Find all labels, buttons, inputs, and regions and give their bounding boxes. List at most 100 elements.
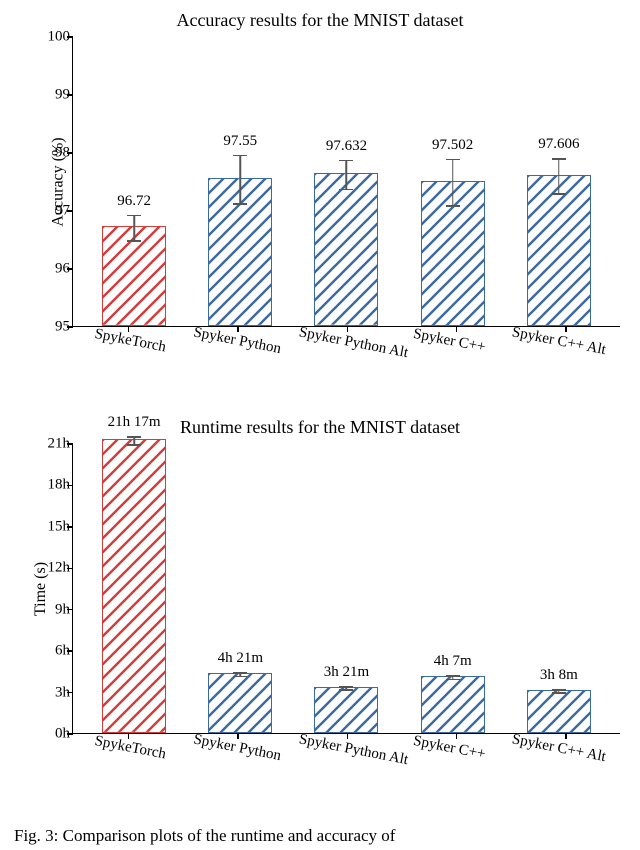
accuracy-error-cap xyxy=(233,155,247,157)
runtime-y-tick: 18h xyxy=(30,477,70,494)
runtime-bar-value: 4h 7m xyxy=(434,653,472,670)
runtime-y-tick-mark xyxy=(67,692,73,694)
accuracy-error-bar xyxy=(558,158,560,193)
runtime-bar-value: 21h 17m xyxy=(108,414,161,431)
runtime-y-tick-mark xyxy=(67,650,73,652)
runtime-error-cap xyxy=(446,675,460,677)
accuracy-y-tick-mark xyxy=(67,152,73,154)
runtime-error-cap xyxy=(339,689,353,691)
runtime-y-axis: 0h3h6h9h12h15h18h21h xyxy=(30,444,70,734)
accuracy-x-labels: SpykeTorchSpyker PythonSpyker Python Alt… xyxy=(72,327,620,377)
runtime-error-cap xyxy=(552,689,566,691)
runtime-bar-group: 3h 21m xyxy=(301,687,391,733)
runtime-plot-area: Time (s) 0h3h6h9h12h15h18h21h 21h 17m 4h… xyxy=(72,444,620,734)
accuracy-y-tick: 96 xyxy=(30,261,70,278)
runtime-y-tick: 9h xyxy=(30,601,70,618)
runtime-x-label: Spyker C++ Alt xyxy=(505,725,603,791)
accuracy-y-tick-mark xyxy=(67,94,73,96)
accuracy-error-cap xyxy=(127,215,141,217)
runtime-chart: Runtime results for the MNIST dataset Ti… xyxy=(10,417,630,784)
accuracy-bar: 96.72 xyxy=(102,226,166,326)
runtime-bar: 4h 7m xyxy=(421,676,485,733)
accuracy-bar-group: 97.55 xyxy=(195,178,285,326)
runtime-x-label: Spyker C++ xyxy=(399,725,497,791)
accuracy-bar-group: 97.502 xyxy=(408,181,498,326)
accuracy-y-tick: 98 xyxy=(30,145,70,162)
runtime-y-tick: 21h xyxy=(30,436,70,453)
accuracy-x-label: Spyker Python xyxy=(186,318,284,384)
runtime-x-labels: SpykeTorchSpyker PythonSpyker Python Alt… xyxy=(72,734,620,784)
runtime-bar-group: 21h 17m xyxy=(89,439,179,733)
accuracy-y-axis: 9596979899100 xyxy=(30,37,70,327)
accuracy-x-label: Spyker Python Alt xyxy=(292,318,390,384)
accuracy-error-cap xyxy=(127,240,141,242)
runtime-chart-title: Runtime results for the MNIST dataset xyxy=(10,417,630,438)
runtime-bar: 4h 21m xyxy=(208,673,272,733)
figure-container: Accuracy results for the MNIST dataset A… xyxy=(0,0,640,784)
runtime-y-tick: 0h xyxy=(30,726,70,743)
runtime-x-label: SpykeTorch xyxy=(79,725,177,791)
accuracy-bar-value: 97.55 xyxy=(223,133,257,150)
accuracy-error-cap xyxy=(446,205,460,207)
runtime-y-tick: 6h xyxy=(30,643,70,660)
accuracy-bar-group: 96.72 xyxy=(89,226,179,326)
accuracy-bar: 97.632 xyxy=(314,173,378,326)
runtime-y-tick-mark xyxy=(67,609,73,611)
accuracy-error-cap xyxy=(552,193,566,195)
figure-caption: Fig. 3: Comparison plots of the runtime … xyxy=(14,826,626,846)
accuracy-bar: 97.55 xyxy=(208,178,272,326)
runtime-bar-value: 4h 21m xyxy=(218,650,263,667)
runtime-error-cap xyxy=(127,444,141,446)
runtime-bars-area: 21h 17m 4h 21m 3h 21m 4h 7m 3h 8m xyxy=(72,444,620,734)
accuracy-error-bar xyxy=(133,215,135,241)
runtime-bar: 21h 17m xyxy=(102,439,166,733)
accuracy-chart: Accuracy results for the MNIST dataset A… xyxy=(10,10,630,377)
runtime-y-tick: 15h xyxy=(30,518,70,535)
accuracy-error-cap xyxy=(233,203,247,205)
accuracy-error-cap xyxy=(339,160,353,162)
accuracy-x-label: Spyker C++ Alt xyxy=(505,318,603,384)
accuracy-bar-group: 97.632 xyxy=(301,173,391,326)
accuracy-bar-value: 96.72 xyxy=(117,193,151,210)
accuracy-y-tick: 100 xyxy=(30,29,70,46)
accuracy-bar-group: 97.606 xyxy=(514,175,604,326)
accuracy-bars-area: 96.72 97.55 97.632 97.502 97.606 xyxy=(72,37,620,327)
accuracy-error-cap xyxy=(446,159,460,161)
runtime-y-tick: 12h xyxy=(30,560,70,577)
runtime-y-tick-mark xyxy=(67,443,73,445)
runtime-y-tick-mark xyxy=(67,568,73,570)
runtime-bar: 3h 8m xyxy=(527,690,591,733)
accuracy-error-cap xyxy=(552,158,566,160)
accuracy-error-bar xyxy=(346,160,348,189)
runtime-x-label: Spyker Python Alt xyxy=(292,725,390,791)
runtime-error-cap xyxy=(446,679,460,681)
accuracy-error-bar xyxy=(452,159,454,205)
accuracy-error-bar xyxy=(240,155,242,204)
runtime-x-label: Spyker Python xyxy=(186,725,284,791)
accuracy-bar-value: 97.632 xyxy=(326,138,367,155)
accuracy-y-tick: 97 xyxy=(30,203,70,220)
accuracy-plot-area: Accuracy (%) 9596979899100 96.72 97.55 9… xyxy=(72,37,620,327)
accuracy-bar-value: 97.502 xyxy=(432,137,473,154)
accuracy-x-label: Spyker C++ xyxy=(399,318,497,384)
runtime-bar-group: 4h 7m xyxy=(408,676,498,733)
runtime-bar-value: 3h 8m xyxy=(540,667,578,684)
runtime-y-tick-mark xyxy=(67,526,73,528)
accuracy-bar: 97.502 xyxy=(421,181,485,326)
runtime-bar: 3h 21m xyxy=(314,687,378,733)
accuracy-y-tick-mark xyxy=(67,268,73,270)
accuracy-bar-value: 97.606 xyxy=(538,136,579,153)
runtime-bar-group: 3h 8m xyxy=(514,690,604,733)
accuracy-x-label: SpykeTorch xyxy=(79,318,177,384)
accuracy-y-tick-mark xyxy=(67,36,73,38)
runtime-y-tick: 3h xyxy=(30,684,70,701)
runtime-bar-value: 3h 21m xyxy=(324,664,369,681)
accuracy-chart-title: Accuracy results for the MNIST dataset xyxy=(10,10,630,31)
accuracy-y-tick: 99 xyxy=(30,87,70,104)
runtime-error-cap xyxy=(339,686,353,688)
runtime-bar-group: 4h 21m xyxy=(195,673,285,733)
runtime-y-tick-mark xyxy=(67,485,73,487)
accuracy-y-tick: 95 xyxy=(30,319,70,336)
accuracy-error-cap xyxy=(339,189,353,191)
accuracy-bar: 97.606 xyxy=(527,175,591,326)
